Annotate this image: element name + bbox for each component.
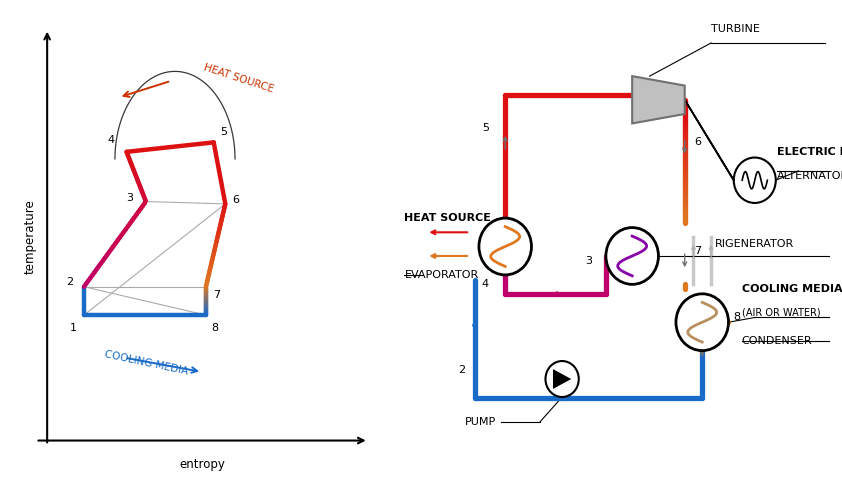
Text: 2: 2 — [458, 364, 465, 375]
Text: COOLING MEDIA: COOLING MEDIA — [742, 284, 842, 294]
Text: 4: 4 — [108, 135, 115, 145]
Text: ELECTRIC POWER: ELECTRIC POWER — [776, 147, 842, 157]
Text: 2: 2 — [66, 277, 72, 287]
Circle shape — [606, 228, 658, 284]
Text: temperature: temperature — [24, 200, 36, 275]
Text: (AIR OR WATER): (AIR OR WATER) — [742, 308, 820, 318]
Text: 8: 8 — [210, 323, 218, 333]
Text: 4: 4 — [482, 280, 489, 289]
Text: COOLING MEDIA: COOLING MEDIA — [104, 349, 189, 376]
Text: ALTERNATOR: ALTERNATOR — [776, 171, 842, 180]
Text: 6: 6 — [232, 195, 240, 205]
Text: 3: 3 — [126, 193, 133, 203]
Polygon shape — [553, 369, 571, 389]
Text: 8: 8 — [733, 313, 741, 322]
Text: 1: 1 — [70, 323, 77, 333]
Text: 7: 7 — [213, 290, 221, 300]
Text: 1: 1 — [554, 364, 562, 375]
Text: TURBINE: TURBINE — [711, 24, 759, 34]
Text: 6: 6 — [695, 138, 701, 147]
Circle shape — [676, 294, 728, 351]
Text: CONDENSER: CONDENSER — [742, 336, 813, 346]
Text: entropy: entropy — [179, 458, 225, 471]
Circle shape — [546, 361, 578, 397]
Text: 7: 7 — [695, 246, 701, 256]
Polygon shape — [632, 76, 685, 123]
Text: EVAPORATOR: EVAPORATOR — [404, 270, 479, 280]
Text: 5: 5 — [482, 123, 489, 133]
Circle shape — [479, 218, 531, 275]
Text: PUMP: PUMP — [465, 417, 497, 426]
Text: HEAT SOURCE: HEAT SOURCE — [404, 213, 492, 223]
Text: HEAT SOURCE: HEAT SOURCE — [202, 63, 274, 95]
Text: 5: 5 — [220, 127, 226, 137]
Text: 3: 3 — [585, 256, 592, 266]
Text: RIGENERATOR: RIGENERATOR — [716, 239, 795, 249]
